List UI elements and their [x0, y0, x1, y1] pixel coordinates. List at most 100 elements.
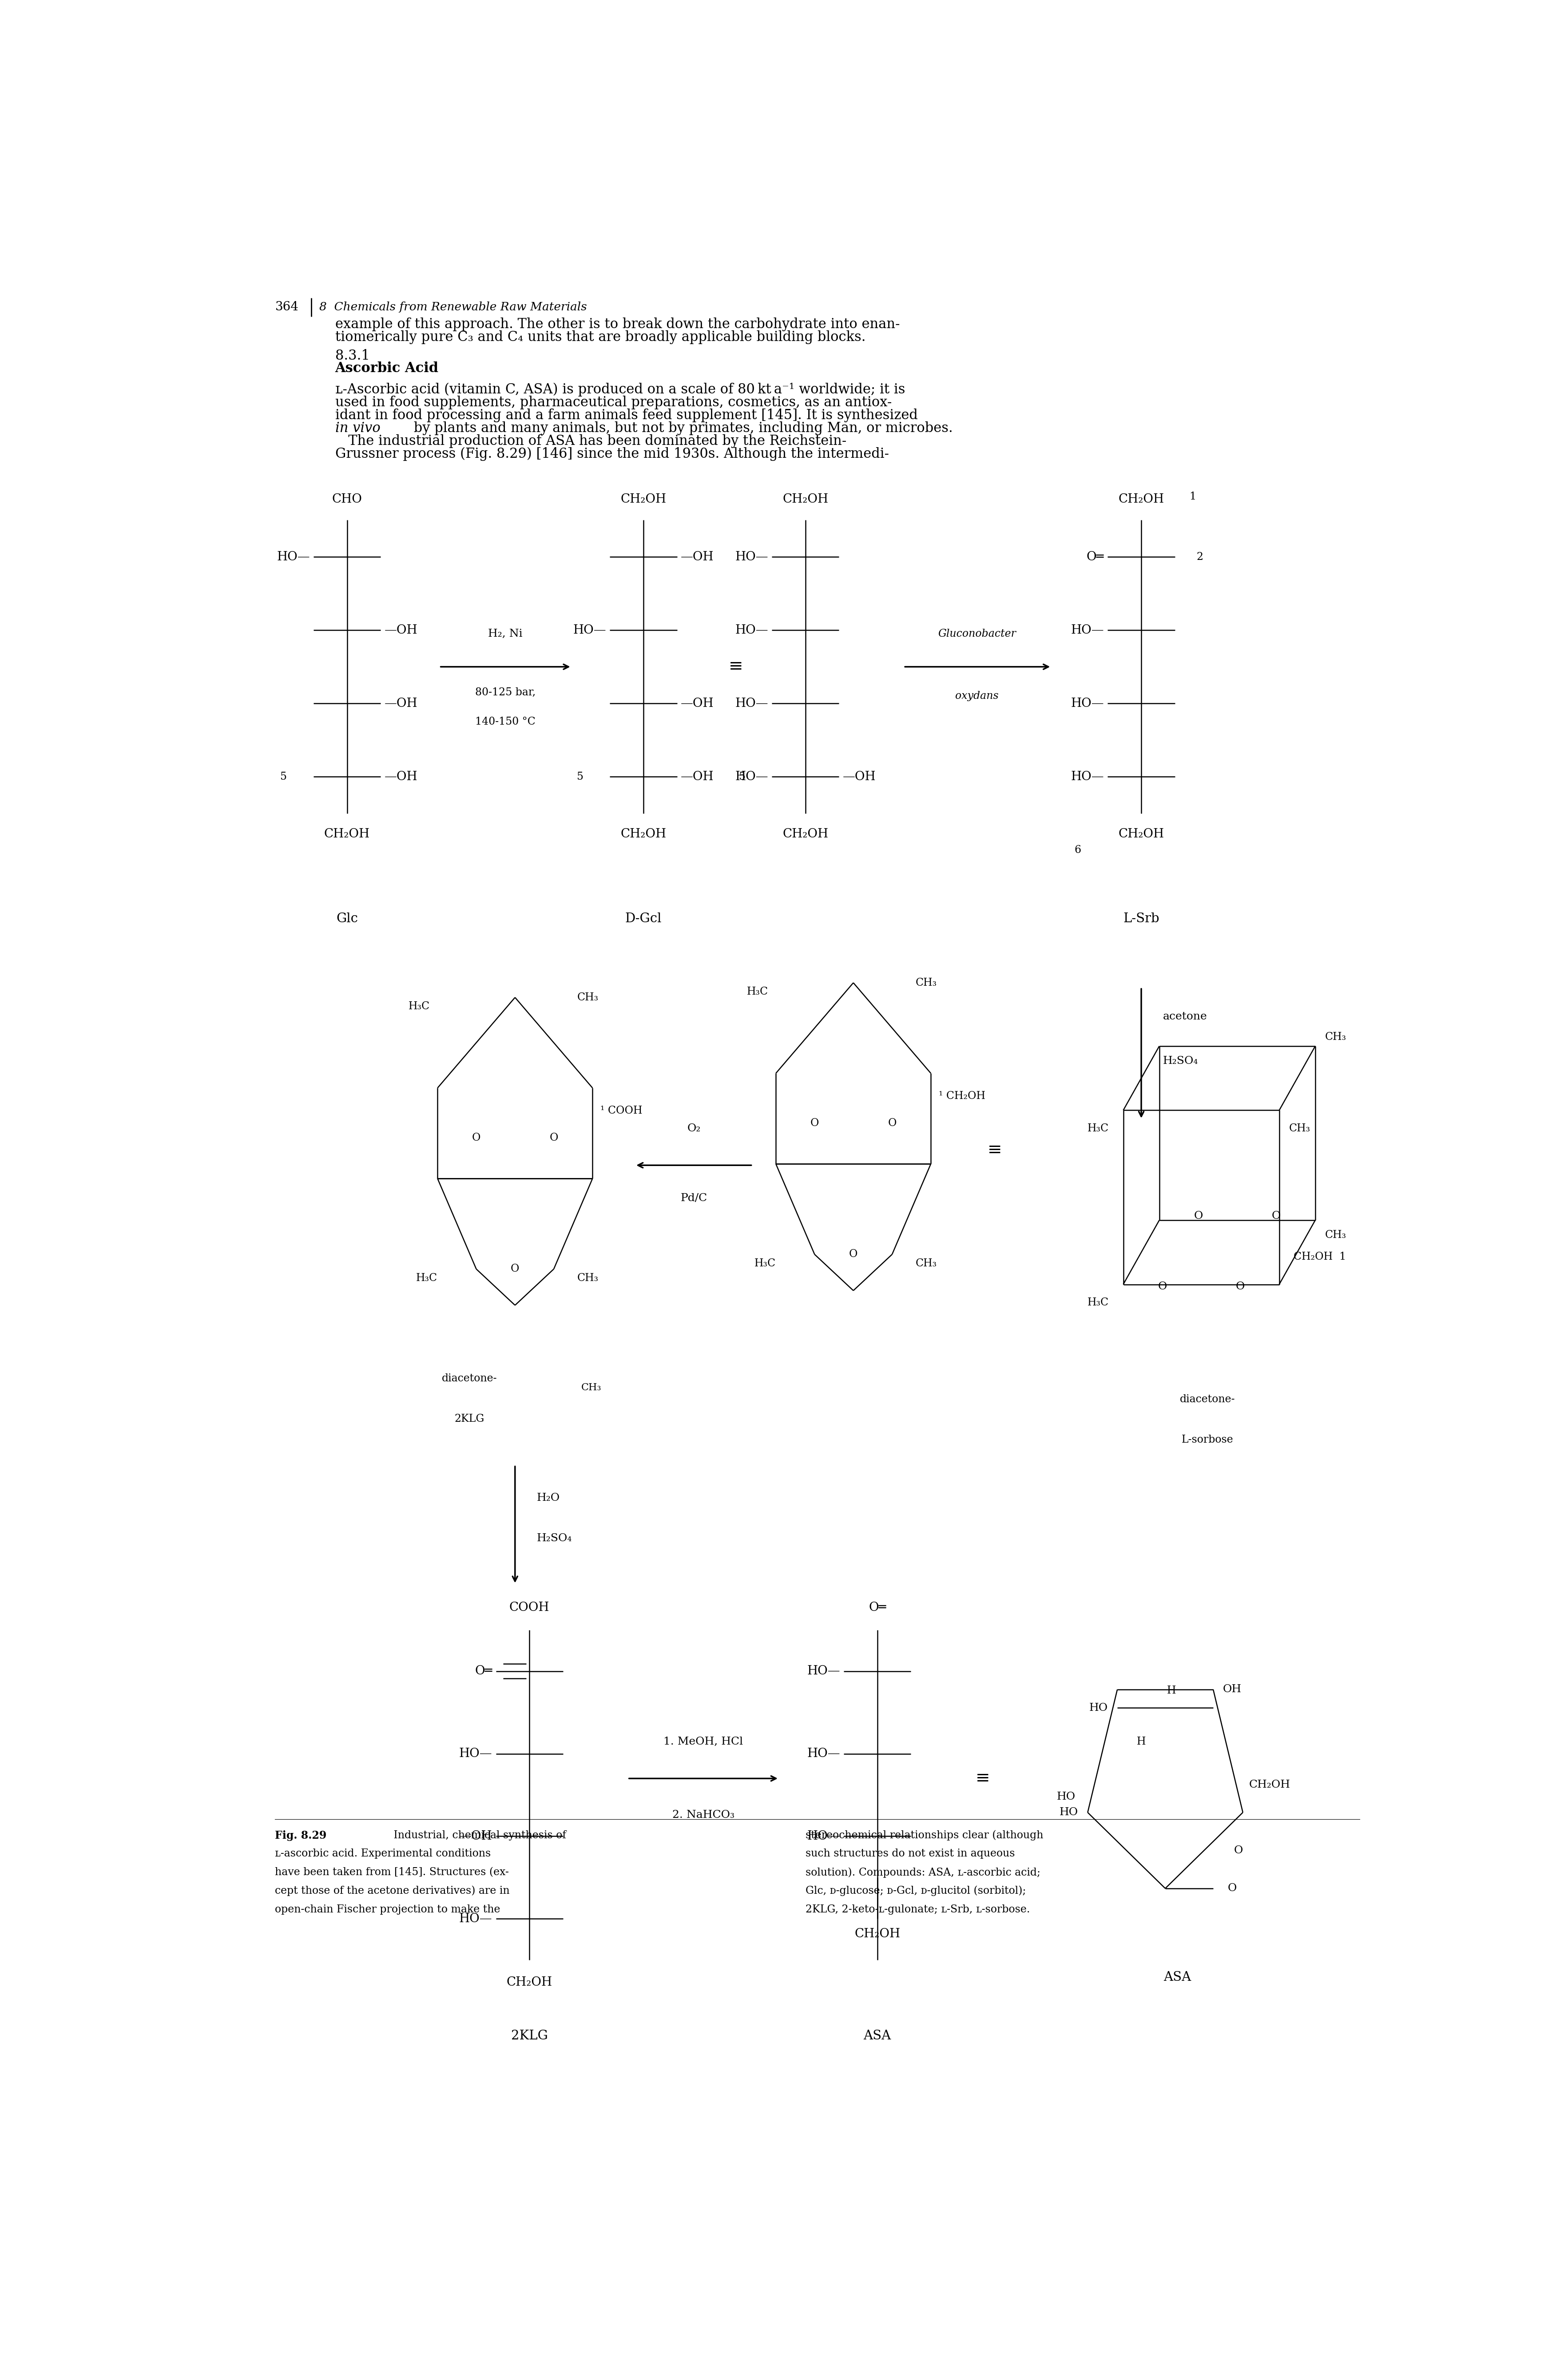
- Text: 2KLG: 2KLG: [455, 1414, 485, 1423]
- Text: —OH: —OH: [384, 697, 418, 709]
- Text: 364: 364: [276, 302, 299, 314]
- Text: O: O: [810, 1119, 819, 1128]
- Text: The industrial production of ASA has been dominated by the Reichstein-: The industrial production of ASA has bee…: [334, 433, 847, 447]
- Text: L-sorbose: L-sorbose: [1181, 1435, 1234, 1445]
- Text: diacetone-: diacetone-: [441, 1373, 497, 1383]
- Text: such structures do not exist in aqueous: such structures do not exist in aqueous: [805, 1849, 1015, 1859]
- Text: CH₂OH: CH₂OH: [782, 493, 828, 505]
- Text: H₂SO₄: H₂SO₄: [1163, 1057, 1198, 1066]
- Text: 6: 6: [1074, 845, 1081, 854]
- Text: H: H: [1136, 1737, 1146, 1747]
- Text: CH₂OH: CH₂OH: [621, 493, 666, 505]
- Text: 8.3.1: 8.3.1: [334, 350, 370, 362]
- Text: CH₂OH: CH₂OH: [621, 828, 666, 840]
- Text: HO—: HO—: [735, 697, 768, 709]
- Text: example of this approach. The other is to break down the carbohydrate into enan-: example of this approach. The other is t…: [334, 317, 899, 331]
- Text: O: O: [887, 1119, 896, 1128]
- Text: CH₂OH: CH₂OH: [506, 1975, 553, 1987]
- Text: Glc, ᴅ-glucose; ᴅ-Gcl, ᴅ-glucitol (sorbitol);: Glc, ᴅ-glucose; ᴅ-Gcl, ᴅ-glucitol (sorbi…: [805, 1885, 1026, 1897]
- Text: HO—: HO—: [1071, 624, 1104, 635]
- Text: H₃C: H₃C: [1088, 1297, 1108, 1307]
- Text: O: O: [472, 1133, 480, 1142]
- Text: 5: 5: [738, 771, 746, 783]
- Text: HO—: HO—: [460, 1914, 492, 1925]
- Text: —OH: —OH: [384, 624, 418, 635]
- Text: CH₃: CH₃: [580, 1383, 601, 1392]
- Text: HO—: HO—: [573, 624, 607, 635]
- Text: HO—: HO—: [277, 550, 310, 562]
- Text: —OH: —OH: [681, 550, 714, 562]
- Text: COOH: COOH: [509, 1602, 550, 1614]
- Text: HO—: HO—: [460, 1747, 492, 1759]
- Text: oxydans: oxydans: [955, 690, 998, 702]
- Text: HO—: HO—: [1071, 771, 1104, 783]
- Text: O═: O═: [475, 1666, 492, 1678]
- Text: 140-150 °C: 140-150 °C: [475, 716, 536, 726]
- Text: HO—: HO—: [735, 624, 768, 635]
- Text: HO—: HO—: [1071, 697, 1104, 709]
- Text: ʟ-Ascorbic acid (vitamin C, ASA) is produced on a scale of 80 kt a⁻¹ worldwide; : ʟ-Ascorbic acid (vitamin C, ASA) is prod…: [334, 383, 906, 397]
- Text: 1: 1: [1189, 493, 1197, 502]
- Text: Ascorbic Acid: Ascorbic Acid: [334, 362, 438, 376]
- Text: CHO: CHO: [331, 493, 362, 505]
- Text: L-Srb: L-Srb: [1124, 912, 1159, 926]
- Text: solution). Compounds: ASA, ʟ-ascorbic acid;: solution). Compounds: ASA, ʟ-ascorbic ac…: [805, 1868, 1040, 1878]
- Text: stereochemical relationships clear (although: stereochemical relationships clear (alth…: [805, 1830, 1043, 1840]
- Text: —OH: —OH: [681, 771, 714, 783]
- Text: ≡: ≡: [988, 1142, 1002, 1159]
- Text: H₃C: H₃C: [416, 1273, 438, 1283]
- Text: 2KLG: 2KLG: [511, 2030, 548, 2042]
- Text: HO: HO: [1057, 1792, 1076, 1802]
- Text: O: O: [1158, 1280, 1167, 1292]
- Text: CH₃: CH₃: [1289, 1123, 1310, 1133]
- Text: HO—: HO—: [735, 550, 768, 562]
- Text: H₂SO₄: H₂SO₄: [537, 1533, 571, 1545]
- Text: Grussner process (Fig. 8.29) [146] since the mid 1930s. Although the intermedi-: Grussner process (Fig. 8.29) [146] since…: [334, 447, 889, 462]
- Text: CH₂OH: CH₂OH: [324, 828, 370, 840]
- Text: OH: OH: [1223, 1685, 1241, 1695]
- Text: 2KLG, 2-keto-ʟ-gulonate; ʟ-Srb, ʟ-sorbose.: 2KLG, 2-keto-ʟ-gulonate; ʟ-Srb, ʟ-sorbos…: [805, 1904, 1029, 1914]
- Text: H₂O: H₂O: [537, 1492, 560, 1504]
- Text: used in food supplements, pharmaceutical preparations, cosmetics, as an antiox-: used in food supplements, pharmaceutical…: [334, 395, 892, 409]
- Text: ASA: ASA: [1164, 1971, 1190, 1983]
- Text: CH₂OH: CH₂OH: [1118, 493, 1164, 505]
- Text: have been taken from [145]. Structures (ex-: have been taken from [145]. Structures (…: [276, 1868, 509, 1878]
- Text: HO—: HO—: [807, 1666, 841, 1678]
- Text: O₂: O₂: [687, 1123, 701, 1133]
- Text: CH₂OH: CH₂OH: [782, 828, 828, 840]
- Text: tiomerically pure C₃ and C₄ units that are broadly applicable building blocks.: tiomerically pure C₃ and C₄ units that a…: [334, 331, 865, 345]
- Text: O: O: [1234, 1844, 1243, 1856]
- Text: H₃C: H₃C: [1088, 1123, 1108, 1133]
- Text: ASA: ASA: [864, 2030, 892, 2042]
- Text: ≡: ≡: [729, 659, 743, 676]
- Text: O: O: [848, 1250, 858, 1259]
- Text: CH₃: CH₃: [915, 1259, 937, 1269]
- Text: 2: 2: [1197, 552, 1203, 562]
- Text: ≡: ≡: [975, 1771, 991, 1787]
- Text: H₃C: H₃C: [754, 1259, 776, 1269]
- Text: D-Gcl: D-Gcl: [625, 912, 661, 926]
- Text: 80-125 bar,: 80-125 bar,: [475, 688, 536, 697]
- Text: HO—: HO—: [807, 1747, 841, 1759]
- Text: O: O: [511, 1264, 519, 1273]
- Text: CH₃: CH₃: [577, 992, 599, 1002]
- Text: O═: O═: [1087, 550, 1104, 562]
- Text: —OH: —OH: [842, 771, 876, 783]
- Text: HO—: HO—: [807, 1830, 841, 1842]
- Text: H₃C: H₃C: [746, 988, 768, 997]
- Text: CH₃: CH₃: [1325, 1230, 1347, 1240]
- Text: CH₂OH: CH₂OH: [1118, 828, 1164, 840]
- Text: HO: HO: [1059, 1806, 1077, 1818]
- Text: H₃C: H₃C: [409, 1002, 430, 1012]
- Text: ¹ COOH: ¹ COOH: [601, 1104, 642, 1116]
- Text: CH₂OH: CH₂OH: [854, 1928, 901, 1940]
- Text: by plants and many animals, but not by primates, including Man, or microbes.: by plants and many animals, but not by p…: [409, 421, 954, 436]
- Text: O═: O═: [868, 1602, 885, 1614]
- Text: O: O: [1194, 1211, 1203, 1221]
- Text: Industrial, chemical synthesis of: Industrial, chemical synthesis of: [390, 1830, 567, 1840]
- Text: cept those of the acetone derivatives) are in: cept those of the acetone derivatives) a…: [276, 1885, 509, 1897]
- Text: 8  Chemicals from Renewable Raw Materials: 8 Chemicals from Renewable Raw Materials: [319, 302, 587, 312]
- Text: CH₃: CH₃: [577, 1273, 599, 1283]
- Text: idant in food processing and a farm animals feed supplement [145]. It is synthes: idant in food processing and a farm anim…: [334, 409, 918, 421]
- Text: CH₃: CH₃: [1325, 1033, 1347, 1042]
